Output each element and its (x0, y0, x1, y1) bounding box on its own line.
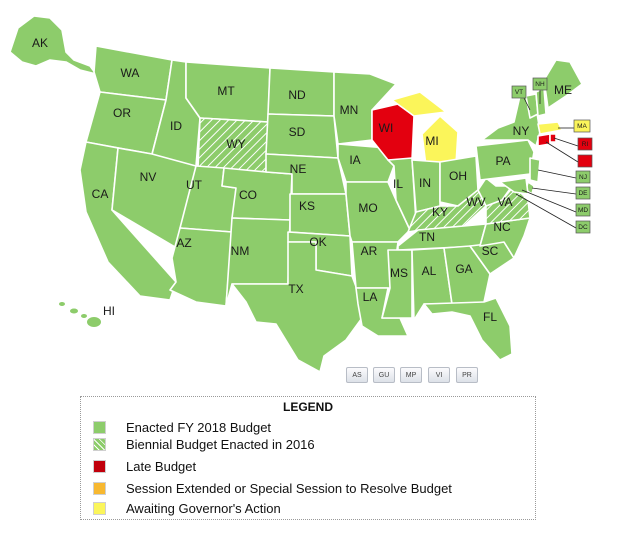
territory-button-MP[interactable]: MP (400, 367, 422, 383)
state-label-IL: IL (393, 177, 403, 191)
legend-label-awaiting: Awaiting Governor's Action (126, 500, 281, 516)
legend-swatch-late (93, 459, 106, 473)
small-state-box-DC[interactable]: DC (575, 220, 591, 234)
state-label-MT: MT (217, 84, 235, 98)
legend-item-late: Late Budget (93, 457, 196, 475)
svg-text:NH: NH (535, 81, 545, 88)
state-MD[interactable] (499, 177, 529, 195)
state-CT[interactable] (537, 133, 551, 147)
state-label-SD: SD (289, 125, 306, 139)
state-label-NC: NC (493, 220, 511, 234)
state-label-AR: AR (361, 244, 378, 258)
state-AK[interactable] (9, 15, 97, 75)
state-label-MS: MS (390, 266, 408, 280)
territory-button-PR[interactable]: PR (456, 367, 478, 383)
territory-button-VI[interactable]: VI (428, 367, 450, 383)
state-label-WI: WI (379, 121, 394, 135)
svg-text:CT: CT (581, 158, 590, 165)
svg-text:RI: RI (582, 141, 589, 148)
state-FL[interactable] (423, 297, 513, 361)
state-label-CA: CA (92, 187, 109, 201)
state-label-AK: AK (32, 36, 48, 50)
state-MS[interactable] (381, 249, 413, 319)
state-label-WV: WV (466, 195, 485, 209)
state-label-MO: MO (358, 201, 377, 215)
legend-title: LEGEND (282, 400, 333, 414)
small-state-box-NH[interactable]: NH (532, 77, 548, 91)
svg-text:MA: MA (577, 123, 587, 130)
state-label-HI: HI (103, 304, 115, 318)
state-LA[interactable] (355, 287, 409, 337)
small-state-callout-lines (515, 90, 579, 229)
legend-item-biennial: Biennial Budget Enacted in 2016 (93, 435, 315, 453)
state-NJ[interactable] (529, 157, 541, 183)
state-RI[interactable] (549, 133, 557, 143)
state-label-VA: VA (497, 195, 512, 209)
legend-label-session-extended: Session Extended or Special Session to R… (126, 480, 452, 496)
svg-text:NJ: NJ (579, 174, 587, 181)
state-label-TN: TN (419, 230, 435, 244)
svg-text:VT: VT (515, 89, 523, 96)
state-label-ME: ME (554, 83, 572, 97)
us-budget-status-map: VT NH MA RI CT NJ DE MD DC AK WA OR CA I… (9, 15, 593, 373)
state-label-LA: LA (363, 290, 378, 304)
small-state-box-MA[interactable]: MA (573, 119, 591, 133)
state-label-OH: OH (449, 169, 467, 183)
state-label-PA: PA (495, 154, 510, 168)
small-state-box-CT[interactable]: CT (577, 154, 593, 168)
legend-item-session-extended: Session Extended or Special Session to R… (93, 479, 452, 497)
legend-swatch-awaiting (93, 501, 106, 515)
small-state-box-NJ[interactable]: NJ (575, 170, 591, 184)
state-MA[interactable] (537, 121, 563, 135)
state-TX[interactable] (231, 241, 363, 373)
legend-label-biennial: Biennial Budget Enacted in 2016 (126, 436, 315, 452)
state-label-FL: FL (483, 310, 497, 324)
small-state-box-MD[interactable]: MD (575, 203, 591, 217)
state-label-NV: NV (140, 170, 157, 184)
legend-label-enacted: Enacted FY 2018 Budget (126, 419, 272, 435)
state-NH[interactable] (535, 87, 547, 117)
state-label-AL: AL (422, 264, 437, 278)
small-state-box-VT[interactable]: VT (511, 85, 527, 99)
legend-swatch-biennial (93, 437, 106, 451)
state-label-OR: OR (113, 106, 131, 120)
legend-swatch-session-extended (93, 481, 106, 495)
state-label-OK: OK (309, 235, 326, 249)
svg-text:MD: MD (578, 207, 588, 214)
state-label-ID: ID (170, 119, 182, 133)
state-label-SC: SC (482, 244, 499, 258)
legend-item-awaiting: Awaiting Governor's Action (93, 499, 281, 517)
state-label-UT: UT (186, 178, 203, 192)
svg-text:DC: DC (578, 224, 588, 231)
state-label-GA: GA (455, 262, 472, 276)
legend-label-late: Late Budget (126, 458, 197, 474)
state-label-ND: ND (288, 88, 306, 102)
state-label-MN: MN (340, 103, 359, 117)
state-label-AZ: AZ (176, 236, 191, 250)
state-label-MI: MI (425, 134, 438, 148)
territory-button-AS[interactable]: AS (346, 367, 368, 383)
state-label-TX: TX (288, 282, 303, 296)
state-label-KY: KY (432, 205, 448, 219)
state-label-CO: CO (239, 188, 257, 202)
legend-item-enacted: Enacted FY 2018 Budget (93, 418, 271, 436)
state-HI[interactable] (59, 302, 101, 327)
state-label-KS: KS (299, 199, 315, 213)
legend-swatch-enacted (93, 420, 106, 434)
state-GA[interactable] (443, 245, 491, 305)
state-label-WY: WY (226, 137, 245, 151)
small-state-box-DE[interactable]: DE (575, 186, 591, 200)
territory-button-GU[interactable]: GU (373, 367, 395, 383)
small-state-box-RI[interactable]: RI (577, 137, 593, 151)
legend: LEGEND Enacted FY 2018 Budget Biennial B… (80, 396, 536, 520)
svg-text:DE: DE (578, 190, 588, 197)
state-label-IA: IA (349, 153, 360, 167)
state-ME[interactable] (543, 59, 583, 109)
state-label-WA: WA (121, 66, 140, 80)
state-label-NM: NM (231, 244, 250, 258)
state-label-IN: IN (419, 176, 431, 190)
state-label-NE: NE (290, 162, 307, 176)
state-label-NY: NY (513, 124, 530, 138)
